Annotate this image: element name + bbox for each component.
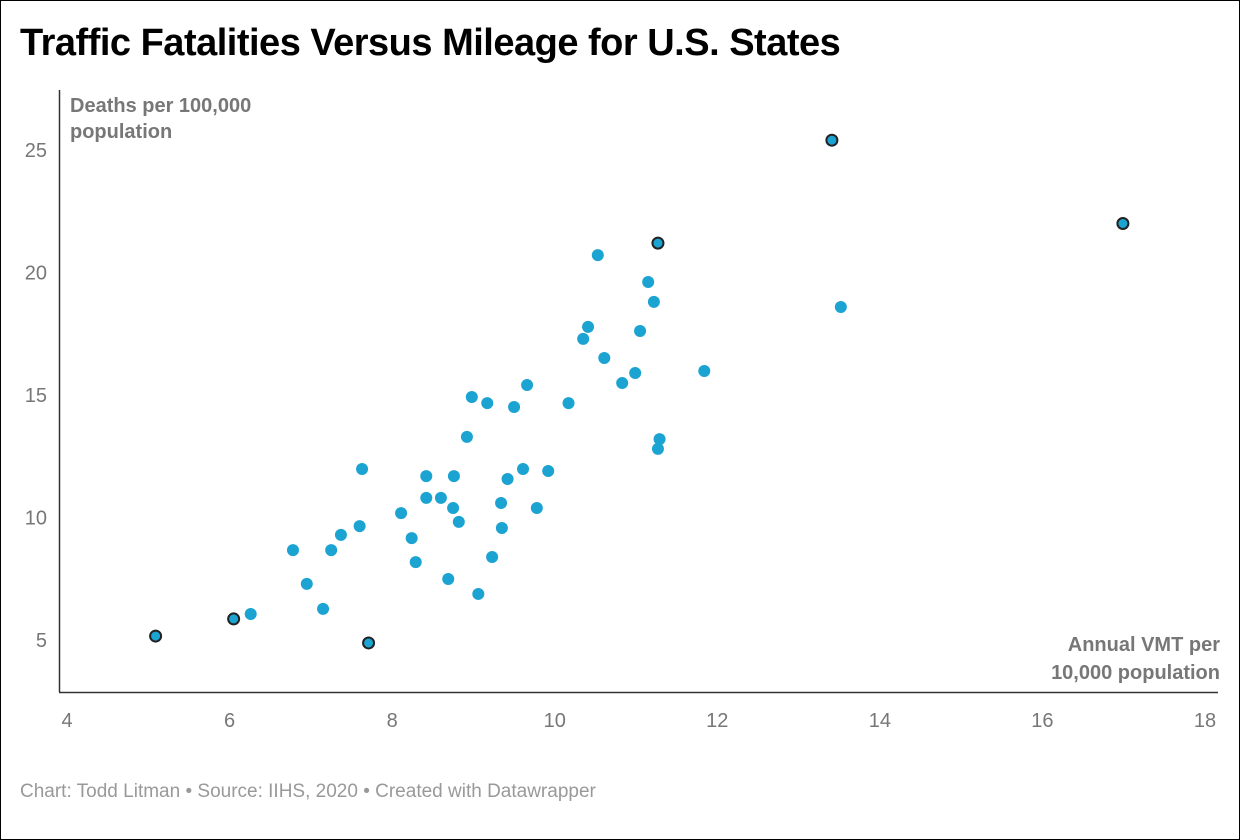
x-tick-label: 16 (1031, 710, 1053, 732)
y-tick-label: 10 (25, 508, 47, 530)
data-point (472, 587, 485, 600)
highlighted-data-point (227, 612, 241, 626)
data-point (629, 366, 642, 379)
highlighted-data-point (362, 636, 376, 650)
highlighted-data-point (1116, 217, 1130, 230)
data-point (577, 332, 590, 345)
data-point (542, 464, 555, 477)
data-point (356, 462, 369, 475)
highlighted-data-point (149, 629, 163, 643)
data-point (447, 501, 460, 514)
data-point (465, 390, 478, 403)
data-point (582, 320, 595, 333)
data-point (651, 442, 664, 455)
y-tick-label: 25 (25, 140, 47, 162)
data-point (405, 532, 418, 545)
data-point (420, 491, 433, 504)
data-point (647, 295, 660, 308)
data-point (834, 301, 847, 314)
data-point (501, 473, 514, 486)
data-point (395, 507, 408, 520)
data-point (244, 608, 257, 621)
data-point (334, 528, 347, 541)
data-point (452, 515, 465, 528)
data-point (517, 462, 530, 475)
data-point (562, 397, 575, 410)
data-point (442, 572, 455, 585)
y-axis-label-line-2: population (70, 121, 173, 143)
data-point (591, 249, 604, 262)
x-axis-label: Annual VMT per 10,000 population (960, 631, 1220, 687)
data-point (598, 352, 611, 365)
x-tick-label: 6 (224, 710, 235, 732)
x-tick-label: 14 (869, 710, 891, 732)
data-point (521, 378, 534, 391)
x-axis-label-line-1: Annual VMT per (1067, 634, 1220, 656)
data-point (495, 522, 508, 535)
x-tick-label: 8 (387, 710, 398, 732)
x-tick-label: 10 (544, 710, 566, 732)
data-point (300, 577, 313, 590)
data-point (481, 397, 494, 410)
y-tick-label: 5 (36, 630, 47, 652)
highlighted-data-point (825, 133, 839, 147)
y-axis-label-line-1: Deaths per 100,000 (70, 95, 252, 117)
data-point (286, 544, 299, 557)
data-point (616, 376, 629, 389)
x-tick-label: 4 (61, 710, 72, 732)
x-tick-label: 12 (706, 710, 728, 732)
data-point (420, 470, 433, 483)
data-point (508, 401, 521, 414)
highlighted-data-point (651, 236, 665, 250)
data-point (409, 556, 422, 569)
data-point (698, 364, 711, 377)
data-point (642, 276, 655, 289)
data-point (495, 497, 508, 510)
data-point (434, 491, 447, 504)
data-point (447, 470, 460, 483)
data-point (460, 430, 473, 443)
chart-footer: Chart: Todd Litman • Source: IIHS, 2020 … (20, 781, 596, 802)
y-tick-label: 20 (25, 263, 47, 285)
chart-title: Traffic Fatalities Versus Mileage for U.… (20, 22, 841, 64)
data-point (353, 520, 366, 533)
data-point (530, 501, 543, 514)
x-axis-label-line-2: 10,000 population (1051, 662, 1220, 684)
data-point (486, 550, 499, 563)
data-point (317, 602, 330, 615)
data-point (653, 433, 666, 446)
data-point (325, 544, 338, 557)
x-tick-label: 18 (1194, 710, 1216, 732)
data-point (634, 325, 647, 338)
y-axis-label: Deaths per 100,000 population (70, 93, 330, 145)
y-tick-label: 15 (25, 385, 47, 407)
